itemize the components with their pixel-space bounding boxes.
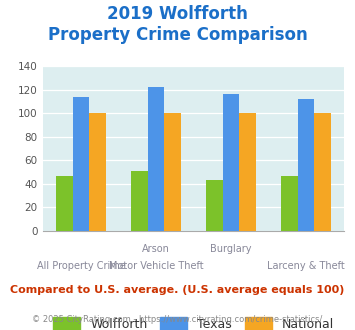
Bar: [239, 113, 256, 231]
Text: 2019 Wolfforth: 2019 Wolfforth: [107, 5, 248, 23]
Text: Property Crime Comparison: Property Crime Comparison: [48, 26, 307, 45]
Bar: [148, 87, 164, 231]
Bar: [131, 171, 148, 231]
Text: Larceny & Theft: Larceny & Theft: [267, 261, 345, 271]
Text: Burglary: Burglary: [210, 244, 252, 254]
Bar: [281, 176, 297, 231]
Text: © 2025 CityRating.com - https://www.cityrating.com/crime-statistics/: © 2025 CityRating.com - https://www.city…: [32, 315, 323, 324]
Text: Arson: Arson: [142, 244, 170, 254]
Bar: [89, 113, 106, 231]
Text: Compared to U.S. average. (U.S. average equals 100): Compared to U.S. average. (U.S. average …: [10, 285, 345, 295]
Legend: Wolfforth, Texas, National: Wolfforth, Texas, National: [49, 313, 338, 330]
Bar: [314, 113, 331, 231]
Bar: [164, 113, 181, 231]
Bar: [206, 180, 223, 231]
Text: All Property Crime: All Property Crime: [37, 261, 125, 271]
Text: Motor Vehicle Theft: Motor Vehicle Theft: [109, 261, 203, 271]
Bar: [223, 94, 239, 231]
Bar: [297, 99, 314, 231]
Bar: [56, 176, 73, 231]
Bar: [73, 97, 89, 231]
